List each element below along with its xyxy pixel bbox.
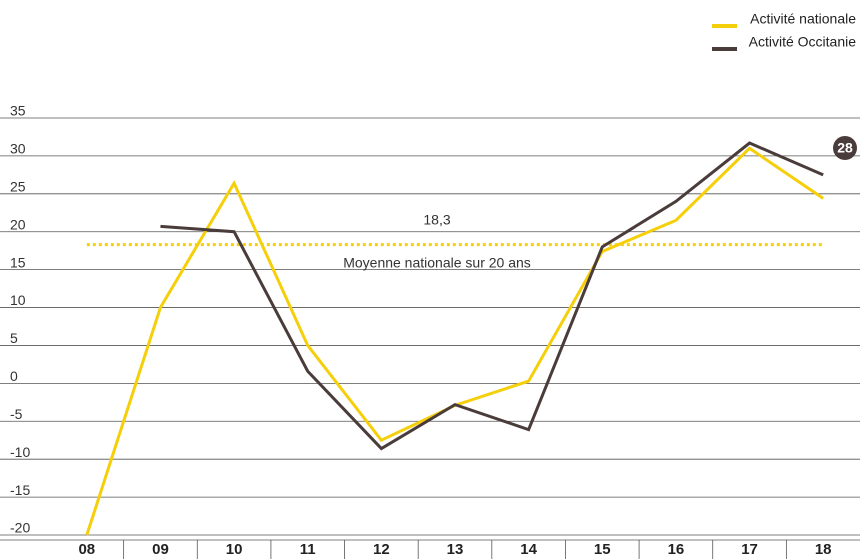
y-tick-label: -10 bbox=[10, 444, 30, 460]
legend-label: Activité nationale bbox=[750, 11, 856, 27]
x-tick-label: 13 bbox=[447, 541, 464, 558]
y-tick-label: -20 bbox=[10, 520, 30, 536]
x-tick-label: 15 bbox=[594, 541, 611, 558]
value-label: 28 bbox=[837, 140, 853, 156]
reference-text: Moyenne nationale sur 20 ans bbox=[343, 254, 531, 270]
y-tick-label: 0 bbox=[10, 368, 18, 384]
x-tick-label: 18 bbox=[815, 541, 832, 558]
y-tick-label: 30 bbox=[10, 141, 26, 157]
reference-label: 18,3 bbox=[423, 211, 450, 227]
y-tick-label: 10 bbox=[10, 292, 26, 308]
series-line bbox=[160, 141, 824, 451]
y-tick-label: 5 bbox=[10, 330, 18, 346]
y-tick-label: -5 bbox=[10, 406, 23, 422]
y-tick-label: 20 bbox=[10, 216, 26, 232]
x-tick-label: 08 bbox=[78, 541, 95, 558]
x-tick-label: 09 bbox=[152, 541, 169, 558]
y-tick-label: -15 bbox=[10, 482, 30, 498]
x-tick-label: 10 bbox=[226, 541, 243, 558]
y-tick-label: 25 bbox=[10, 179, 26, 195]
series-line bbox=[85, 146, 825, 536]
x-tick-label: 12 bbox=[373, 541, 390, 558]
y-tick-label: 15 bbox=[10, 254, 26, 270]
x-tick-label: 11 bbox=[300, 541, 316, 558]
legend-label: Activité Occitanie bbox=[749, 34, 857, 50]
value-badge bbox=[833, 136, 857, 160]
x-tick-label: 14 bbox=[520, 541, 537, 558]
y-tick-label: 35 bbox=[10, 103, 26, 119]
x-tick-label: 16 bbox=[668, 541, 685, 558]
x-tick-label: 17 bbox=[741, 541, 758, 558]
